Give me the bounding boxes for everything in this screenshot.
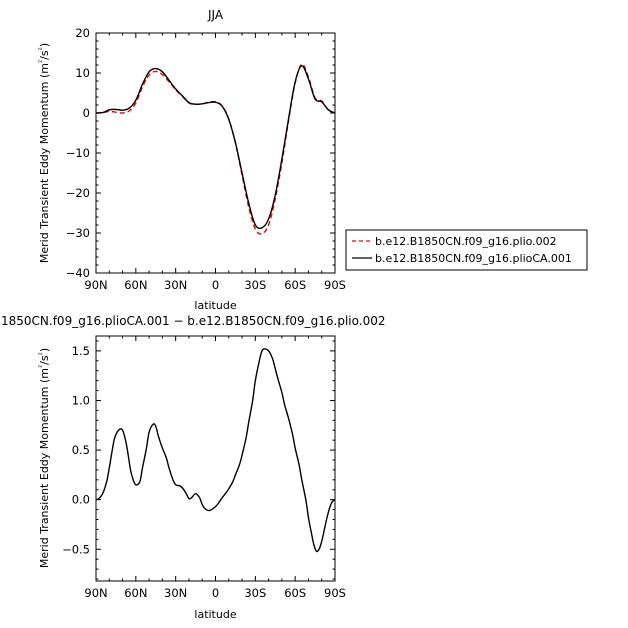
top-ytick-label: 0 xyxy=(83,106,90,120)
bottom-xlabel: latitude xyxy=(194,608,236,621)
legend-label-plioca: b.e12.B1850CN.f09_g16.plioCA.001 xyxy=(375,252,572,265)
top-series-line-0 xyxy=(95,63,336,235)
top-xtick-label: 60S xyxy=(284,278,306,292)
bottom-ytick-label: 1.0 xyxy=(72,393,90,407)
top-ytick-label: 20 xyxy=(75,26,90,40)
top-ytick-label: 10 xyxy=(75,66,90,80)
bottom-ytick-label: 0.5 xyxy=(72,443,90,457)
bottom-xtick-label: 90N xyxy=(84,586,107,600)
legend-label-plio: b.e12.B1850CN.f09_g16.plio.002 xyxy=(375,235,557,248)
bottom-panel: 1850CN.f09_g16.plioCA.001 − b.e12.B1850C… xyxy=(1,314,385,621)
bottom-ylabel: Merid Transient Eddy Momentum (m²/s²) xyxy=(37,348,51,568)
top-ytick-label: −40 xyxy=(66,266,90,280)
top-xtick-label: 60N xyxy=(124,278,147,292)
bottom-xtick-label: 30S xyxy=(244,586,266,600)
top-ylabel: Merid Transient Eddy Momentum (m²/s²) xyxy=(37,43,51,263)
bottom-xtick-label: 0 xyxy=(212,586,219,600)
top-title: JJA xyxy=(207,8,224,22)
top-xtick-label: 90S xyxy=(324,278,346,292)
bottom-xtick-label: 30N xyxy=(164,586,187,600)
bottom-ytick-label: 1.5 xyxy=(72,344,90,358)
bottom-xtick-label: 60N xyxy=(124,586,147,600)
bottom-xtick-label: 90S xyxy=(324,586,346,600)
legend-box xyxy=(345,229,588,271)
legend: b.e12.B1850CN.f09_g16.plio.002 b.e12.B18… xyxy=(345,229,588,271)
top-xtick-label: 30S xyxy=(244,278,266,292)
bottom-ytick-label: 0.0 xyxy=(72,493,90,507)
bottom-xtick-label: 60S xyxy=(284,586,306,600)
bottom-ytick-label: −0.5 xyxy=(62,542,90,556)
top-ytick-label: −10 xyxy=(66,146,90,160)
top-xlabel: latitude xyxy=(194,299,236,312)
bottom-plot-frame xyxy=(95,335,336,582)
top-panel: JJA 90N 60N 30N 0 30S 60S 90S −40 −30 −20 −10 0 10 20… xyxy=(37,8,346,312)
bottom-series-line-0 xyxy=(95,348,336,553)
top-xtick-label: 0 xyxy=(212,278,219,292)
top-xtick-label: 90N xyxy=(84,278,107,292)
top-ytick-label: −20 xyxy=(66,186,90,200)
top-xtick-label: 30N xyxy=(164,278,187,292)
bottom-title: 1850CN.f09_g16.plioCA.001 − b.e12.B1850C… xyxy=(1,314,385,328)
top-ytick-label: −30 xyxy=(66,226,90,240)
top-series-line-1 xyxy=(95,65,336,230)
